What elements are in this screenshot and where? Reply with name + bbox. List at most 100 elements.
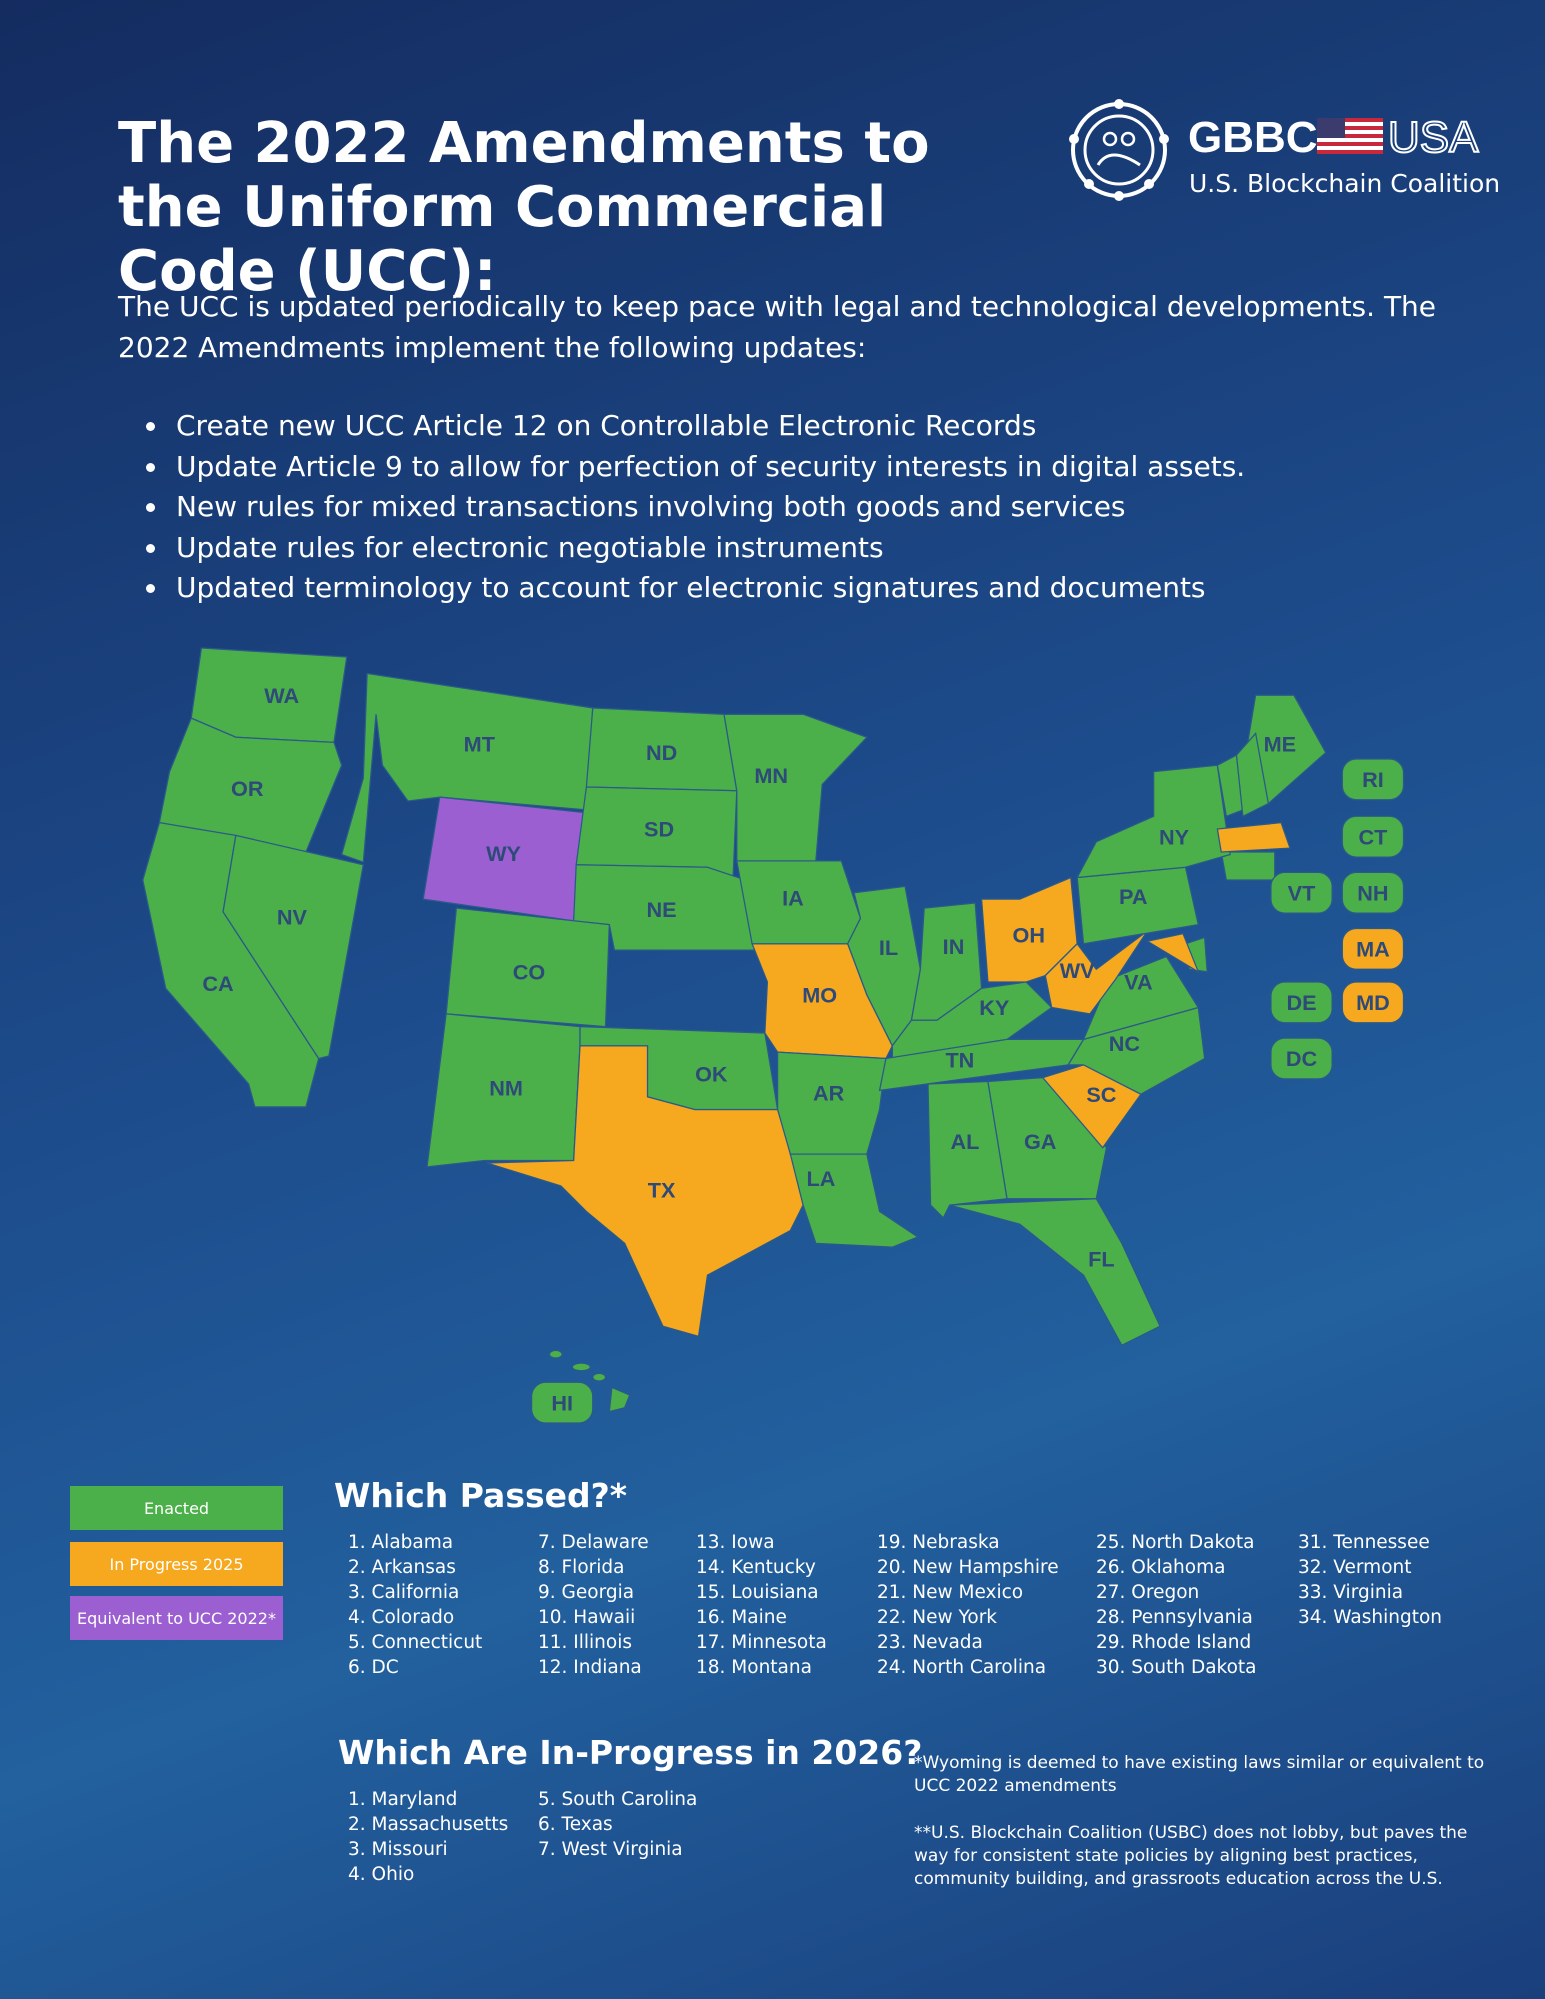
state	[579, 1025, 779, 1111]
state-label: CT	[1358, 824, 1387, 849]
state-label: OH	[1012, 922, 1044, 947]
state	[1216, 821, 1291, 853]
state	[1235, 732, 1270, 818]
state-label: MA	[1356, 937, 1390, 962]
list-item: 10. Hawaii	[538, 1607, 636, 1628]
state	[987, 1076, 1108, 1200]
state-label: DC	[1286, 1046, 1318, 1071]
state	[789, 1153, 920, 1248]
state-label: SD	[644, 817, 674, 842]
state-box	[1270, 1037, 1333, 1080]
list-item: 26. Oklahoma	[1096, 1557, 1226, 1578]
state-box	[1341, 758, 1405, 801]
list-item: 20. New Hampshire	[877, 1557, 1059, 1578]
state	[222, 834, 365, 1060]
state-box	[1341, 871, 1405, 914]
state-box	[1341, 981, 1405, 1024]
list-item: 5. South Carolina	[538, 1789, 698, 1810]
bullet-list: Create new UCC Article 12 on Controllabl…	[118, 406, 1245, 609]
list-item: 23. Nevada	[877, 1632, 983, 1653]
state-label: NE	[647, 897, 677, 922]
state-label: MO	[802, 982, 837, 1007]
list-item: 8. Florida	[538, 1557, 625, 1578]
state	[445, 907, 610, 1028]
state	[1076, 764, 1231, 879]
logo: GBBC USA U.S. Blockchain Coalition	[1069, 99, 1500, 201]
list-item: 4. Colorado	[348, 1607, 455, 1628]
state-label: NC	[1109, 1031, 1141, 1056]
list-item: 6. DC	[348, 1657, 399, 1678]
state-label: PA	[1119, 884, 1148, 909]
list-item: 14. Kentucky	[696, 1557, 816, 1578]
list-item: 16. Maine	[696, 1607, 787, 1628]
state-label: TN	[945, 1047, 974, 1072]
list-item: 25. North Dakota	[1096, 1532, 1255, 1553]
state-label: KY	[979, 995, 1010, 1020]
list-item: 5. Connecticut	[348, 1632, 483, 1653]
list-item: 1. Maryland	[348, 1789, 458, 1810]
state	[949, 1198, 1161, 1347]
state-label: MD	[1356, 990, 1390, 1015]
list-item: 30. South Dakota	[1096, 1657, 1257, 1678]
list-item: 3. Missouri	[348, 1839, 448, 1860]
state-label: NY	[1159, 824, 1190, 849]
legend-item: In Progress 2025	[70, 1542, 283, 1586]
list-item: 13. Iowa	[696, 1532, 775, 1553]
title: The 2022 Amendments to the Uniform Comme…	[118, 111, 930, 304]
list-item: 15. Louisiana	[696, 1582, 819, 1603]
state-label: RI	[1362, 767, 1384, 792]
state	[723, 713, 868, 862]
legend-item: Equivalent to UCC 2022*	[70, 1596, 283, 1640]
state-box	[1270, 981, 1333, 1024]
state-label: CA	[202, 971, 234, 996]
state-box	[530, 1381, 594, 1424]
list-item: 17. Minnesota	[696, 1632, 827, 1653]
footnote: **U.S. Blockchain Coalition (USBC) does …	[914, 1823, 1468, 1889]
list-item: 21. New Mexico	[877, 1582, 1024, 1603]
list-item: 31. Tennessee	[1298, 1532, 1430, 1553]
list-item: 3. California	[348, 1582, 460, 1603]
state	[1145, 932, 1200, 974]
state	[158, 717, 343, 853]
list-item: 22. New York	[877, 1607, 998, 1628]
bullet: Updated terminology to account for elect…	[170, 568, 1245, 609]
footnote: *Wyoming is deemed to have existing laws…	[914, 1753, 1485, 1796]
in-progress-heading: Which Are In-Progress in 2026?	[338, 1733, 923, 1772]
list-item: 7. West Virginia	[538, 1839, 683, 1860]
bullet: Create new UCC Article 12 on Controllabl…	[170, 406, 1245, 447]
list-item: 9. Georgia	[538, 1582, 635, 1603]
legend-item: Enacted	[70, 1486, 283, 1530]
list-item: 4. Ohio	[348, 1864, 415, 1885]
state-label: VT	[1288, 880, 1316, 905]
state-label: NH	[1357, 880, 1388, 905]
state-label: VA	[1124, 970, 1153, 995]
state-label: ND	[646, 740, 677, 765]
bullet: Update Article 9 to allow for perfection…	[170, 447, 1245, 488]
state-label: SC	[1086, 1082, 1116, 1107]
list-item: 7. Delaware	[538, 1532, 649, 1553]
list-item: 32. Vermont	[1298, 1557, 1412, 1578]
state-label: IL	[879, 935, 898, 960]
passed-heading: Which Passed?*	[334, 1476, 628, 1515]
list-item: 29. Rhode Island	[1096, 1632, 1252, 1653]
state-label: MN	[754, 763, 788, 788]
state-label: AL	[951, 1129, 980, 1154]
state-label: NV	[277, 905, 308, 930]
intro: The UCC is updated periodically to keep …	[118, 290, 1437, 364]
state-label: ME	[1264, 731, 1296, 756]
state-label: MT	[464, 731, 495, 756]
list-item: 24. North Carolina	[877, 1657, 1047, 1678]
list-item: 33. Virginia	[1298, 1582, 1404, 1603]
logo-brand: GBBC	[1188, 113, 1318, 162]
list-item: 2. Arkansas	[348, 1557, 456, 1578]
state-label: IA	[782, 886, 804, 911]
list-item: 18. Montana	[696, 1657, 812, 1678]
state-label: WV	[1060, 958, 1095, 983]
state-box	[1341, 815, 1405, 858]
state-label: AR	[813, 1081, 845, 1106]
state-label: OR	[231, 776, 264, 801]
list-item: 19. Nebraska	[877, 1532, 1000, 1553]
state	[1044, 930, 1148, 1015]
list-item: 2. Massachusetts	[348, 1814, 509, 1835]
